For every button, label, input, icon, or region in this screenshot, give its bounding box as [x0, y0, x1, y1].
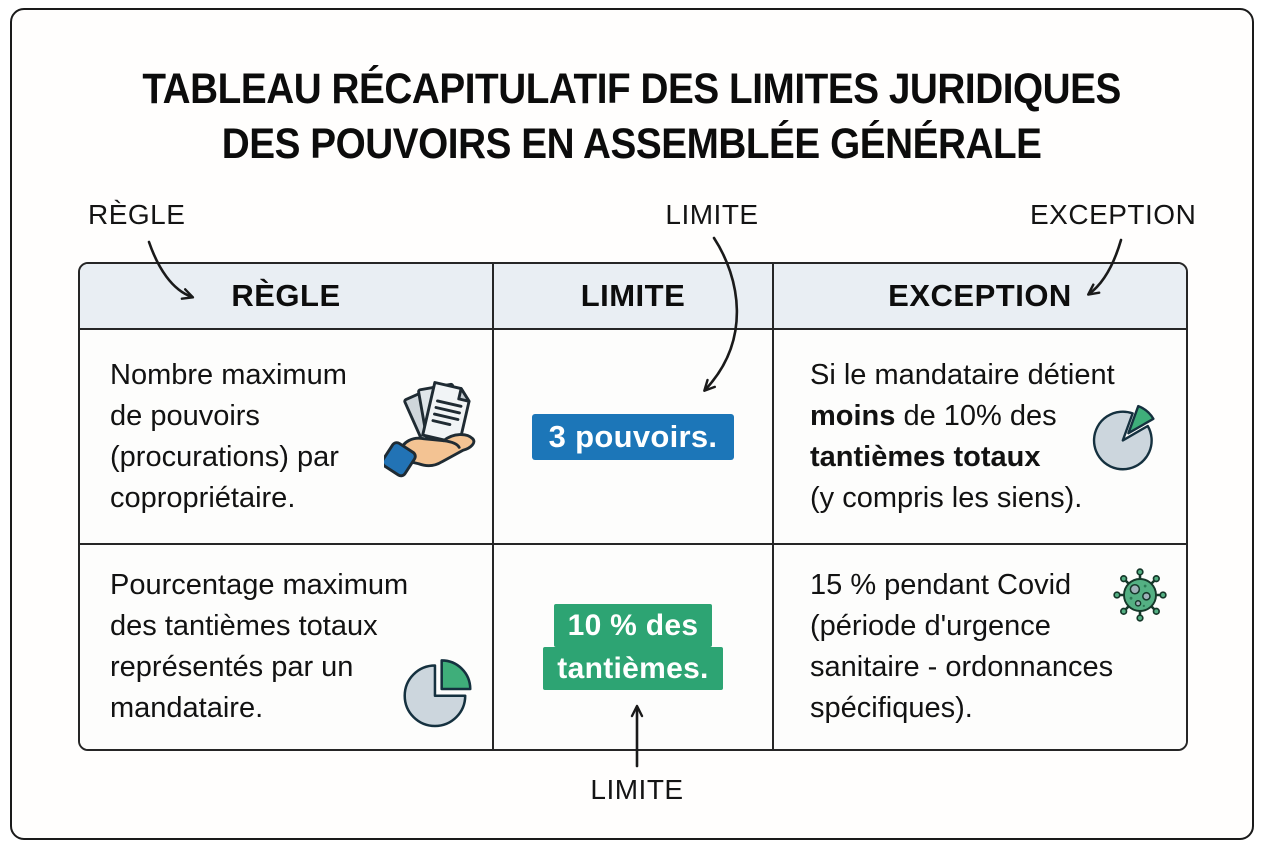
header-cell-exception: EXCEPTION [774, 264, 1186, 330]
page-title: TABLEAU RÉCAPITULATIF DES LIMITES JURIDI… [143, 62, 1122, 172]
pie-chart-small-slice-icon [1092, 404, 1155, 471]
cell-row2-regle: Pourcentage maximum des tantièmes totaux… [80, 545, 494, 749]
documents-in-hand-icon [384, 381, 476, 478]
callout-regle: RÈGLE [88, 199, 186, 230]
cell-row2-exception: 15 % pendant Covid (période d'urgence sa… [774, 545, 1186, 749]
row2-regle-text: Pourcentage maximum des tantièmes totaux… [110, 569, 409, 724]
cell-row1-regle: Nombre maximum de pouvoirs (procurations… [80, 330, 494, 545]
page-title-line1: TABLEAU RÉCAPITULATIF DES LIMITES JURIDI… [142, 65, 1122, 113]
row1-regle-text: Nombre maximum de pouvoirs (procurations… [110, 358, 347, 514]
row2-exception-text: 15 % pendant Covid (période d'urgence sa… [810, 569, 1114, 724]
row1-exception-line3: tantièmes totaux [810, 440, 1041, 473]
header-cell-limite: LIMITE [494, 264, 774, 330]
cell-row1-limite: 3 pouvoirs. [494, 330, 774, 545]
cell-row1-exception: Si le mandataire détient moins de 10% de… [774, 330, 1186, 545]
limite-badge-green-line1: 10 % des [553, 604, 713, 647]
row1-exception-line2: moins de 10% des [810, 399, 1057, 432]
callout-exception: EXCEPTION [1030, 199, 1197, 230]
cell-row2-limite: 10 % des tantièmes. [494, 545, 774, 749]
limite-badge-blue: 3 pouvoirs. [531, 413, 735, 460]
header-cell-regle: RÈGLE [80, 264, 494, 330]
limite-badge-green-line2: tantièmes. [543, 647, 723, 690]
pie-chart-quarter-icon [403, 659, 472, 728]
callout-limite-top: LIMITE [665, 199, 759, 230]
row1-exception-text: Si le mandataire détient moins de 10% de… [774, 355, 1115, 519]
virus-icon [1113, 568, 1167, 622]
row1-exception-line1: Si le mandataire détient [810, 358, 1115, 391]
page-title-line2: DES POUVOIRS EN ASSEMBLÉE GÉNÉRALE [222, 120, 1042, 169]
row1-exception-line4: (y compris les siens). [810, 481, 1083, 514]
limite-badge-green: 10 % des tantièmes. [543, 604, 723, 690]
callout-limite-bottom: LIMITE [590, 774, 684, 805]
summary-table: RÈGLE LIMITE EXCEPTION Nombre maximum de… [78, 262, 1188, 751]
title-wrap: TABLEAU RÉCAPITULATIF DES LIMITES JURIDI… [0, 62, 1264, 172]
